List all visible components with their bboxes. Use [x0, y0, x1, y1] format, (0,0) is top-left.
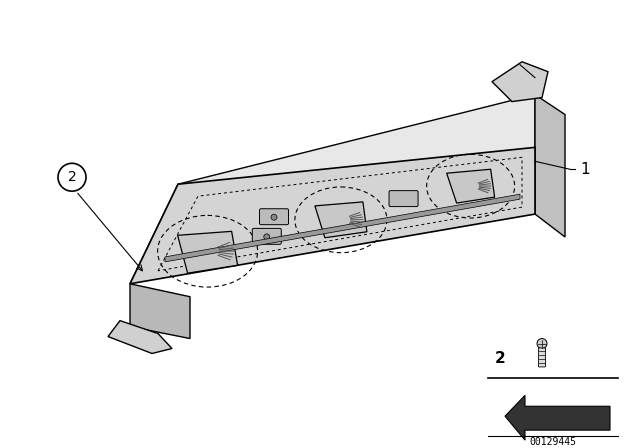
Circle shape: [271, 214, 277, 220]
Polygon shape: [130, 147, 535, 284]
Polygon shape: [178, 231, 237, 273]
Text: 2: 2: [495, 351, 506, 366]
Polygon shape: [130, 284, 190, 339]
FancyBboxPatch shape: [252, 228, 282, 244]
FancyBboxPatch shape: [259, 209, 289, 225]
Text: 1: 1: [580, 162, 589, 177]
Polygon shape: [165, 194, 520, 262]
Polygon shape: [447, 169, 495, 203]
Text: 2: 2: [68, 170, 76, 184]
FancyBboxPatch shape: [389, 191, 418, 207]
Polygon shape: [108, 321, 172, 353]
Polygon shape: [535, 95, 565, 237]
Polygon shape: [492, 62, 548, 102]
Circle shape: [58, 164, 86, 191]
Polygon shape: [315, 202, 367, 238]
Circle shape: [537, 339, 547, 349]
Text: 00129445: 00129445: [529, 437, 577, 447]
FancyBboxPatch shape: [538, 348, 545, 367]
Polygon shape: [130, 95, 535, 284]
Polygon shape: [505, 395, 610, 440]
Circle shape: [264, 234, 270, 240]
